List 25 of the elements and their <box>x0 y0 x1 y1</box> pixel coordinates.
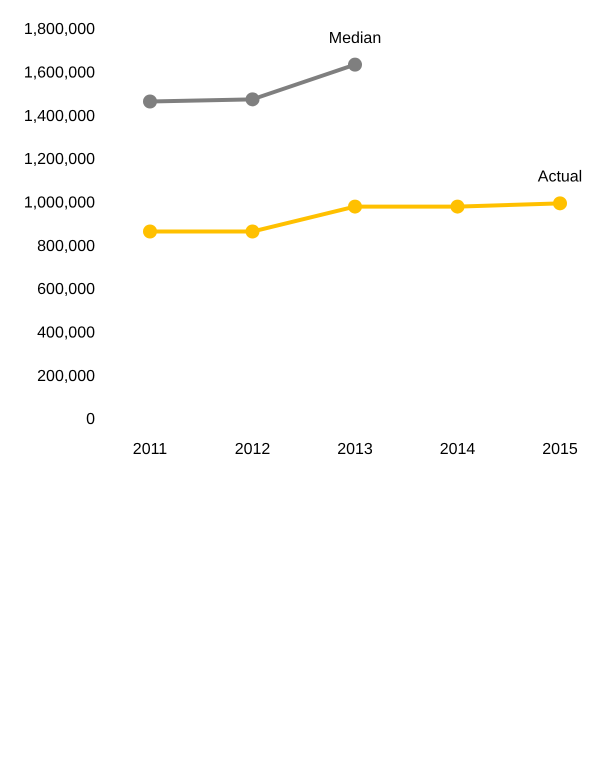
x-tick-label: 2011 <box>132 441 168 458</box>
point <box>246 224 260 238</box>
point <box>246 92 260 106</box>
point <box>143 94 157 108</box>
x-tick-label: 2014 <box>440 441 476 458</box>
x-tick-label: 2015 <box>542 441 578 458</box>
series-label: Actual <box>538 168 582 186</box>
y-tick-label: 600,000 <box>37 281 96 298</box>
point <box>450 200 464 214</box>
x-tick-label: 2013 <box>337 441 373 458</box>
point <box>553 196 567 210</box>
point <box>348 58 362 72</box>
y-tick-label: 1,200,000 <box>24 151 96 168</box>
y-tick-label: 800,000 <box>37 238 96 255</box>
y-tick-label: 200,000 <box>37 368 96 385</box>
y-tick-label: 0 <box>86 411 96 428</box>
point <box>143 224 157 238</box>
y-tick-label: 1,000,000 <box>24 194 96 212</box>
series-label: Median <box>328 30 382 47</box>
x-tick-label: 2012 <box>234 441 270 458</box>
y-tick-label: 1,400,000 <box>24 108 96 125</box>
y-tick-label: 1,600,000 <box>24 64 96 82</box>
y-tick-label: 1,800,000 <box>24 21 96 38</box>
y-tick-label: 400,000 <box>37 324 96 342</box>
point <box>348 200 362 214</box>
